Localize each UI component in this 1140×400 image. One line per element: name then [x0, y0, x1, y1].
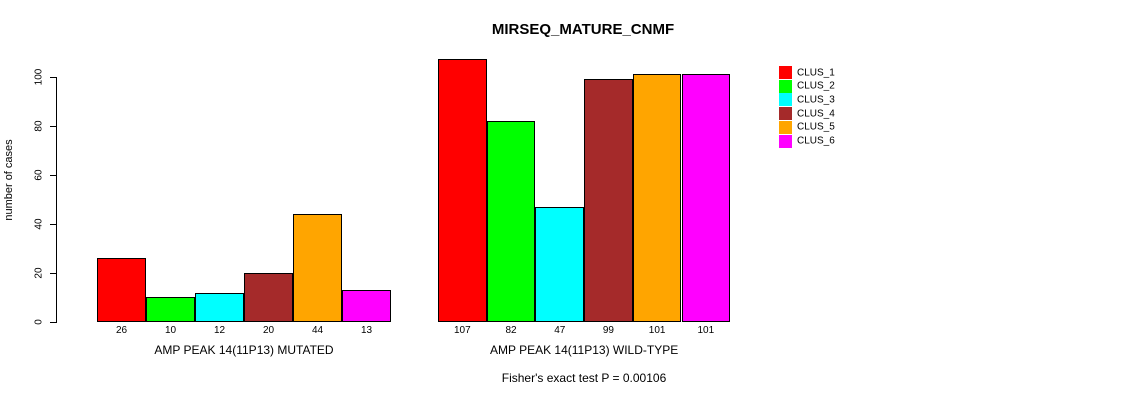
group-label-2: AMP PEAK 14(11P13) WILD-TYPE: [489, 343, 679, 357]
y-tick-mark: [50, 322, 57, 323]
bar-value-label: 26: [115, 325, 128, 336]
y-tick-label: 100: [33, 68, 45, 85]
bar-clus_2-group2: [486, 120, 536, 322]
bar-clus_4-group2: [584, 78, 633, 322]
legend-swatch-clus_2: [779, 79, 792, 93]
legend-label: CLUS_4: [797, 108, 835, 120]
y-tick-mark: [50, 223, 57, 225]
legend-label: CLUS_1: [797, 67, 835, 78]
y-tick-label: 20: [33, 267, 45, 279]
chart-title: MIRSEQ_MATURE_CNMF: [491, 21, 675, 38]
legend-swatch-clus_6: [779, 134, 792, 148]
bar-value-label: 101: [697, 325, 715, 336]
group-label-1: AMP PEAK 14(11P13) MUTATED: [154, 343, 334, 357]
bar-value-label: 20: [262, 325, 275, 336]
bar-clus_6-group1: [342, 290, 391, 322]
y-tick-mark: [50, 174, 57, 176]
bar-value-label: 44: [311, 325, 324, 336]
y-tick-label: 0: [33, 319, 45, 325]
bar-clus_5-group2: [632, 74, 682, 322]
legend-label: CLUS_3: [797, 94, 835, 106]
y-tick-mark: [50, 76, 57, 78]
bar-clus_4-group1: [244, 272, 293, 322]
bar-value-label: 13: [360, 325, 373, 336]
bar-clus_5-group1: [293, 213, 342, 322]
legend-label: CLUS_5: [797, 121, 835, 133]
y-tick-label: 60: [33, 169, 45, 181]
y-tick-mark: [50, 272, 57, 274]
legend-swatch-clus_4: [779, 107, 792, 121]
legend-swatch-clus_1: [779, 66, 792, 79]
y-axis-line: [56, 77, 57, 323]
bar-value-label: 47: [554, 325, 566, 336]
y-axis-label: number of cases: [3, 139, 15, 221]
bar-clus_3-group1: [195, 292, 244, 322]
fisher-test-annotation: Fisher's exact test P = 0.00106: [501, 371, 667, 385]
y-tick-label: 40: [33, 218, 45, 230]
bar-clus_1-group2: [438, 59, 487, 322]
bar-value-label: 101: [648, 325, 666, 336]
bar-value-label: 107: [454, 325, 471, 336]
bar-clus_6-group2: [681, 74, 731, 322]
bar-clus_3-group2: [535, 206, 585, 322]
bar-value-label: 99: [602, 325, 614, 336]
bar-value-label: 10: [164, 325, 177, 336]
y-tick-mark: [50, 125, 57, 127]
legend-label: CLUS_2: [797, 80, 835, 92]
legend-swatch-clus_5: [779, 120, 792, 134]
bar-value-label: 12: [213, 325, 226, 336]
y-tick-label: 80: [33, 120, 45, 132]
bar-clus_2-group1: [146, 297, 195, 322]
bar-value-label: 82: [505, 325, 517, 336]
legend-swatch-clus_3: [779, 93, 792, 107]
legend-label: CLUS_6: [797, 135, 835, 147]
bar-clus_1-group1: [97, 258, 146, 322]
